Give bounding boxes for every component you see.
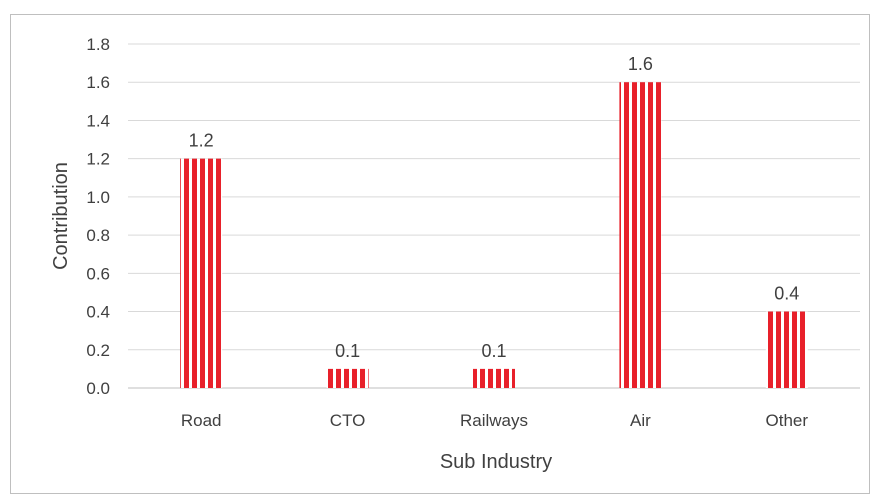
data-label-other: 0.4 — [774, 284, 799, 304]
x-axis-title: Sub Industry — [440, 451, 552, 473]
y-tick-label: 1.0 — [86, 188, 110, 207]
y-axis-title: Contribution — [50, 162, 72, 270]
y-tick-label: 0.6 — [86, 264, 110, 283]
gridlines — [128, 43, 860, 389]
y-tick-label: 0.4 — [86, 303, 110, 322]
y-tick-label: 1.8 — [86, 35, 110, 54]
bars — [180, 82, 808, 388]
bar-air — [619, 82, 662, 388]
bar-road — [180, 158, 223, 388]
y-tick-label: 0.2 — [86, 341, 110, 360]
x-tick-label-railways: Railways — [460, 411, 528, 430]
data-label-cto: 0.1 — [335, 341, 360, 361]
y-tick-label: 1.4 — [86, 111, 110, 130]
y-tick-label: 0.8 — [86, 226, 110, 245]
data-labels: 1.2 0.1 0.1 1.6 0.4 — [189, 54, 800, 361]
y-axis-ticks: 0.0 0.2 0.4 0.6 0.8 1.0 1.2 1.4 1.6 1.8 — [86, 35, 110, 398]
data-label-railways: 0.1 — [481, 341, 506, 361]
bar-other — [765, 311, 808, 388]
data-label-air: 1.6 — [628, 54, 653, 74]
x-tick-label-cto: CTO — [330, 411, 366, 430]
y-tick-label: 1.2 — [86, 150, 110, 169]
x-tick-label-air: Air — [630, 411, 651, 430]
bar-cto — [326, 368, 369, 388]
y-tick-label: 0.0 — [86, 379, 110, 398]
chart-frame — [10, 14, 870, 494]
x-tick-label-road: Road — [181, 411, 222, 430]
x-axis-ticks: Road CTO Railways Air Other — [181, 411, 809, 430]
data-label-road: 1.2 — [189, 131, 214, 151]
y-tick-label: 1.6 — [86, 73, 110, 92]
bar-railways — [473, 368, 515, 388]
x-tick-label-other: Other — [766, 411, 809, 430]
